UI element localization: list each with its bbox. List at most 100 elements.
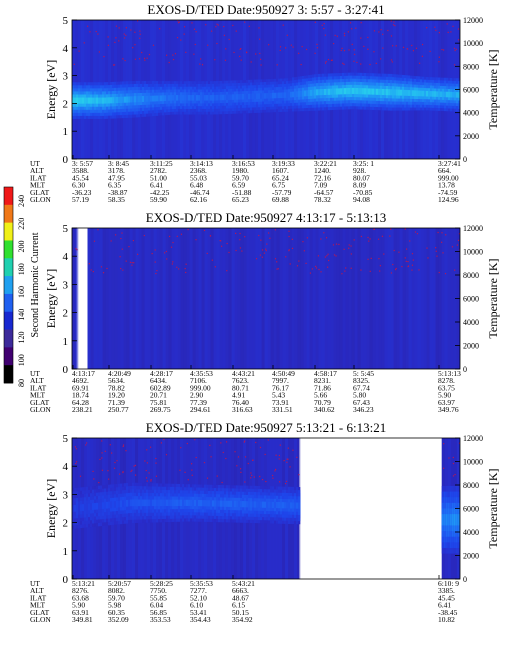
heatmap-noise-dot [89, 31, 91, 33]
heatmap-noise-dot [269, 237, 271, 239]
heatmap-noise-dot [402, 46, 405, 48]
heatmap-noise-dot [239, 232, 241, 235]
ephemeris-cell: 5:43:21 [232, 579, 255, 588]
heatmap-band-cell [180, 95, 183, 101]
heatmap-noise-dot [132, 239, 135, 242]
heatmap-noise-dot [265, 480, 267, 483]
heatmap-noise-dot [404, 228, 406, 230]
heatmap-noise-dot [311, 268, 313, 270]
heatmap-noise-dot [160, 442, 162, 444]
heatmap-band-cell [394, 89, 397, 96]
heatmap-noise-dot [176, 266, 178, 268]
colorbar-tick-label: 160 [17, 286, 26, 298]
heatmap-streak [123, 228, 127, 369]
heatmap-noise-dot [288, 230, 290, 232]
heatmap-band-cell [448, 91, 451, 98]
heatmap-noise-dot [421, 43, 424, 46]
heatmap-noise-dot [314, 21, 316, 23]
heatmap-noise-dot [327, 59, 330, 61]
heatmap-band-cell [78, 504, 81, 512]
heatmap-noise-dot [286, 458, 288, 460]
heatmap-noise-dot [438, 32, 441, 34]
ephemeris-cell: 78.32 [314, 195, 331, 204]
heatmap-band-cell [128, 96, 131, 103]
heatmap-noise-dot [154, 261, 156, 263]
heatmap-streak [264, 228, 268, 369]
heatmap-noise-dot [285, 483, 287, 485]
heatmap-noise-dot [239, 239, 241, 241]
heatmap-noise-dot [137, 20, 139, 22]
heatmap-band-cell [118, 500, 121, 508]
heatmap-noise-dot [253, 476, 255, 478]
heatmap-noise-dot [109, 444, 111, 446]
ephemeris-cell: 65.23 [232, 195, 249, 204]
heatmap-noise-dot [457, 28, 460, 30]
heatmap-noise-dot [111, 452, 113, 454]
ephemeris-cell: -36.23 [72, 188, 92, 197]
heatmap-noise-dot [334, 34, 336, 37]
heatmap-noise-dot [116, 460, 118, 462]
heatmap-noise-dot [100, 266, 103, 268]
ephemeris-cell: 59.90 [150, 195, 167, 204]
heatmap-noise-dot [278, 458, 280, 460]
heatmap-noise-dot [101, 457, 103, 459]
y2-axis-label: Temperature [K] [486, 468, 500, 548]
heatmap-band-cell [372, 88, 375, 95]
heatmap-noise-dot [113, 64, 116, 66]
heatmap-band-cell [168, 95, 171, 101]
heatmap-noise-dot [435, 250, 437, 252]
heatmap-band-cell [268, 92, 271, 99]
heatmap-streak [120, 228, 124, 369]
heatmap-band-cell [248, 501, 251, 508]
heatmap-band-cell [444, 91, 447, 98]
heatmap-noise-dot [326, 255, 328, 257]
heatmap-noise-dot [412, 50, 415, 52]
heatmap-streak [201, 228, 205, 369]
heatmap-streak [309, 228, 313, 369]
heatmap-band-cell [158, 499, 161, 507]
heatmap-band-cell [98, 502, 101, 510]
ephemeris-cell: -38.45 [438, 608, 458, 617]
heatmap-noise-dot [243, 441, 245, 443]
y2-tick-label: 8000 [463, 62, 479, 71]
heatmap-band-cell [122, 500, 125, 508]
heatmap-noise-dot [350, 267, 352, 269]
heatmap-band-cell [78, 97, 81, 104]
heatmap-noise-dot [378, 31, 380, 33]
heatmap-band-cell [290, 91, 293, 98]
heatmap-noise-dot [379, 265, 381, 267]
heatmap-noise-dot [104, 450, 106, 452]
heatmap-streak [345, 228, 349, 369]
heatmap-noise-dot [442, 252, 444, 254]
heatmap-noise-dot [328, 259, 330, 262]
heatmap-band-cell [76, 504, 79, 512]
heatmap-streak [252, 228, 256, 369]
ephemeris-cell: 238.21 [72, 405, 93, 414]
heatmap-noise-dot [93, 240, 96, 242]
heatmap-band-cell [392, 89, 395, 96]
ephemeris-cell: 69.88 [272, 195, 289, 204]
heatmap-band-cell [280, 92, 283, 99]
heatmap-noise-dot [191, 22, 193, 24]
heatmap-band-cell [342, 88, 345, 95]
heatmap-band-cell [150, 499, 153, 507]
heatmap-band-cell [106, 501, 109, 509]
heatmap-noise-dot [369, 238, 371, 240]
heatmap-noise-dot [87, 25, 89, 27]
heatmap-streak [132, 228, 136, 369]
heatmap-streak [102, 228, 106, 369]
heatmap-noise-dot [261, 249, 264, 251]
ephemeris-cell: 294.61 [190, 405, 211, 414]
y-tick-label: 5 [63, 433, 69, 445]
heatmap-noise-dot [122, 445, 124, 448]
ephemeris-cell: 69.91 [72, 383, 89, 392]
heatmap-band-cell [292, 91, 295, 98]
heatmap-noise-dot [132, 47, 134, 49]
heatmap-noise-dot [134, 58, 137, 60]
heatmap-band-cell [432, 91, 435, 97]
heatmap-band-cell [124, 96, 127, 103]
heatmap-noise-dot [348, 244, 350, 246]
heatmap-band-cell [414, 90, 417, 97]
heatmap-noise-dot [411, 264, 414, 266]
heatmap-noise-dot [79, 475, 82, 477]
